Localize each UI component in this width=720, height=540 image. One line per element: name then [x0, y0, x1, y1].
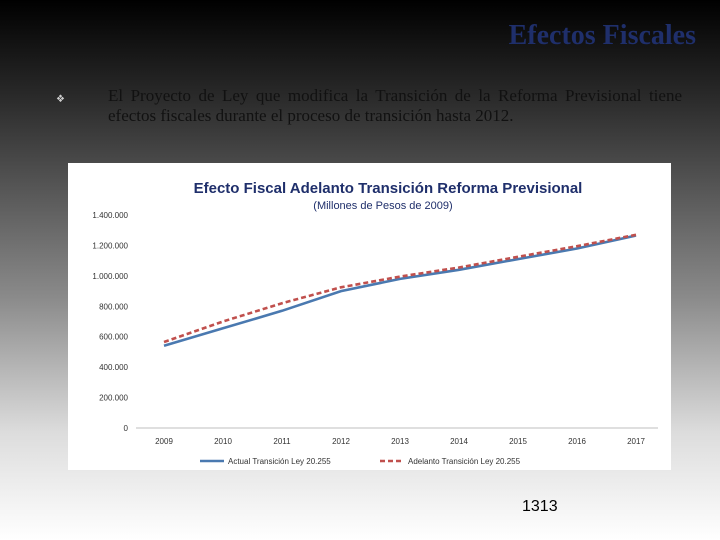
x-tick-label: 2016: [568, 437, 586, 446]
y-tick-label: 600.000: [99, 333, 128, 342]
y-tick-label: 200.000: [99, 394, 128, 403]
y-tick-label: 800.000: [99, 302, 128, 311]
x-tick-label: 2013: [391, 437, 409, 446]
x-tick-label: 2011: [273, 437, 291, 446]
chart-container: Efecto Fiscal Adelanto Transición Reform…: [68, 163, 671, 470]
y-tick-label: 400.000: [99, 363, 128, 372]
chart-axes: 0 200.000 400.000 600.000 800.000 1.000.000 1.…: [92, 211, 658, 446]
bullet-icon: ❖: [56, 94, 65, 105]
x-tick-label: 2014: [450, 437, 468, 446]
y-tick-label: 0: [124, 424, 129, 433]
y-tick-label: 1.000.000: [92, 272, 128, 281]
slide-title: Efectos Fiscales: [508, 20, 696, 51]
x-tick-label: 2017: [627, 437, 645, 446]
bullet-text: El Proyecto de Ley que modifica la Trans…: [108, 86, 682, 125]
chart-subtitle: (Millones de Pesos de 2009): [313, 200, 452, 212]
slide-number: 1313: [522, 498, 558, 515]
legend-label: Actual Transición Ley 20.255: [228, 457, 331, 466]
x-tick-label: 2015: [509, 437, 527, 446]
series-line-actual: [163, 234, 637, 348]
line-chart: Efecto Fiscal Adelanto Transición Reform…: [92, 180, 658, 466]
chart-series: [163, 233, 637, 348]
chart-title: Efecto Fiscal Adelanto Transición Reform…: [194, 180, 583, 197]
x-tick-label: 2012: [332, 437, 350, 446]
y-tick-label: 1.400.000: [92, 211, 128, 220]
x-tick-label: 2010: [214, 437, 232, 446]
legend-label: Adelanto Transición Ley 20.255: [408, 457, 521, 466]
x-tick-label: 2009: [155, 437, 173, 446]
chart-legend: Actual Transición Ley 20.255 Adelanto Tra…: [200, 457, 521, 466]
y-tick-label: 1.200.000: [92, 241, 128, 250]
series-line-adelanto: [163, 233, 637, 344]
